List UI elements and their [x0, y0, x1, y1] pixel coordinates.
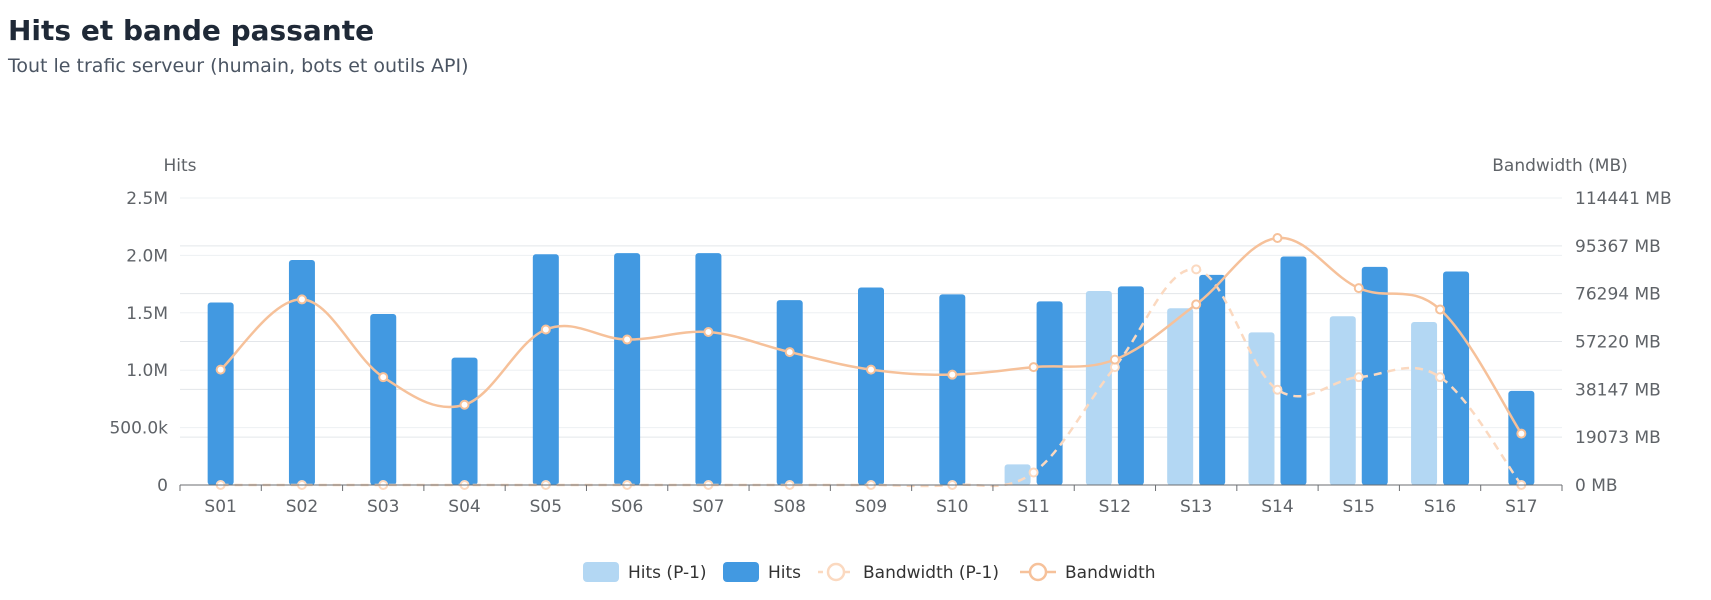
bar-hits-prev[interactable] [1167, 308, 1194, 485]
y-right-tick-label: 114441 MB [1575, 189, 1672, 209]
bar-hits-prev[interactable] [1004, 464, 1031, 485]
bandwidth-point[interactable] [947, 369, 958, 380]
x-tick-label: S09 [855, 497, 887, 517]
bar-hits[interactable] [207, 302, 234, 485]
y-right-tick-label: 76294 MB [1575, 285, 1661, 305]
bandwidth-prev-point[interactable] [1272, 384, 1283, 395]
chart-title: Hits et bande passante [8, 14, 375, 47]
y-right-axis-title: Bandwidth (MB) [1492, 156, 1628, 176]
x-tick-label: S05 [530, 497, 562, 517]
bar-hits[interactable] [1036, 301, 1063, 485]
y-right-tick-label: 19073 MB [1575, 428, 1661, 448]
bar-hits[interactable] [695, 253, 722, 485]
bandwidth-prev-line [220, 268, 1523, 488]
y-left-tick-label: 1.0M [126, 361, 168, 381]
bar-hits[interactable] [614, 253, 641, 485]
bandwidth-point[interactable] [703, 327, 714, 338]
bandwidth-prev-point[interactable] [1028, 467, 1039, 478]
bandwidth-point[interactable] [784, 347, 795, 358]
legend-hits[interactable]: Hits [723, 562, 801, 583]
y-left-tick-label: 2.5M [126, 189, 168, 209]
x-tick-label: S02 [286, 497, 318, 517]
bandwidth-point[interactable] [1272, 232, 1283, 243]
bandwidth-point[interactable] [1516, 428, 1527, 439]
legend-hits-prev[interactable]: Hits (P-1) [583, 562, 707, 583]
legend-swatch [583, 562, 619, 582]
bandwidth-point[interactable] [215, 364, 226, 375]
legend-label: Bandwidth (P-1) [863, 563, 999, 583]
bar-hits[interactable] [939, 294, 966, 485]
bandwidth-point[interactable] [459, 399, 470, 410]
x-tick-label: S13 [1180, 497, 1212, 517]
y-left-axis-title: Hits [163, 156, 196, 176]
bandwidth-prev-point[interactable] [1191, 264, 1202, 275]
legend-label: Bandwidth [1065, 563, 1156, 583]
legend-bandwidth-prev[interactable]: Bandwidth (P-1) [818, 562, 999, 583]
bandwidth-prev-point[interactable] [1435, 372, 1446, 383]
legend-bandwidth[interactable]: Bandwidth [1020, 562, 1156, 583]
bar-hits-prev[interactable] [1085, 290, 1112, 485]
bandwidth-point[interactable] [540, 324, 551, 335]
y-right-tick-label: 0 MB [1575, 476, 1618, 496]
bar-hits[interactable] [370, 313, 397, 485]
bandwidth-point[interactable] [1028, 362, 1039, 373]
legend-label: Hits [768, 563, 801, 583]
bar-hits-prev[interactable] [1411, 321, 1438, 485]
bar-hits[interactable] [1280, 256, 1307, 485]
bandwidth-prev-point[interactable] [1353, 372, 1364, 383]
bar-hits[interactable] [776, 300, 803, 485]
y-left-tick-label: 500.0k [109, 419, 168, 439]
bandwidth-point[interactable] [1191, 299, 1202, 310]
x-tick-label: S17 [1505, 497, 1537, 517]
x-tick-label: S03 [367, 497, 399, 517]
bar-hits[interactable] [1117, 286, 1144, 485]
bandwidth-point[interactable] [1109, 354, 1120, 365]
bandwidth-point[interactable] [1353, 283, 1364, 294]
y-right-tick-label: 57220 MB [1575, 333, 1661, 353]
x-tick-label: S07 [692, 497, 724, 517]
legend-swatch-marker [826, 562, 846, 582]
x-tick-label: S08 [773, 497, 805, 517]
bar-hits-prev[interactable] [1248, 332, 1275, 485]
bar-hits[interactable] [1443, 271, 1470, 485]
bar-hits[interactable] [1361, 266, 1388, 485]
y-right-tick-label: 95367 MB [1575, 237, 1661, 257]
bar-hits[interactable] [858, 287, 884, 485]
x-tick-label: S12 [1099, 497, 1131, 517]
x-tick-label: S14 [1261, 497, 1293, 517]
bar-hits[interactable] [451, 357, 478, 485]
bandwidth-point[interactable] [866, 364, 876, 375]
bandwidth-point[interactable] [622, 334, 633, 345]
y-left-tick-label: 1.5M [126, 304, 168, 324]
x-tick-label: S06 [611, 497, 643, 517]
y-left-tick-label: 0 [157, 476, 168, 496]
bar-hits[interactable] [1199, 274, 1226, 485]
bar-hits[interactable] [532, 254, 559, 485]
y-right-tick-label: 38147 MB [1575, 380, 1661, 400]
bar-hits-prev[interactable] [1329, 316, 1356, 485]
bandwidth-point[interactable] [378, 372, 389, 383]
legend-swatch-marker [1028, 562, 1048, 582]
y-left-tick-label: 2.0M [126, 246, 168, 266]
legend-swatch [723, 562, 759, 582]
bandwidth-point[interactable] [1435, 304, 1446, 315]
chart-subtitle: Tout le trafic serveur (humain, bots et … [8, 55, 469, 77]
x-tick-label: S15 [1343, 497, 1375, 517]
x-tick-label: S10 [936, 497, 968, 517]
x-tick-label: S11 [1017, 497, 1049, 517]
x-tick-label: S04 [448, 497, 480, 517]
x-tick-label: S01 [204, 497, 236, 517]
x-tick-label: S16 [1424, 497, 1456, 517]
bandwidth-point[interactable] [296, 294, 307, 305]
legend-label: Hits (P-1) [628, 563, 707, 583]
bar-hits[interactable] [288, 259, 315, 485]
